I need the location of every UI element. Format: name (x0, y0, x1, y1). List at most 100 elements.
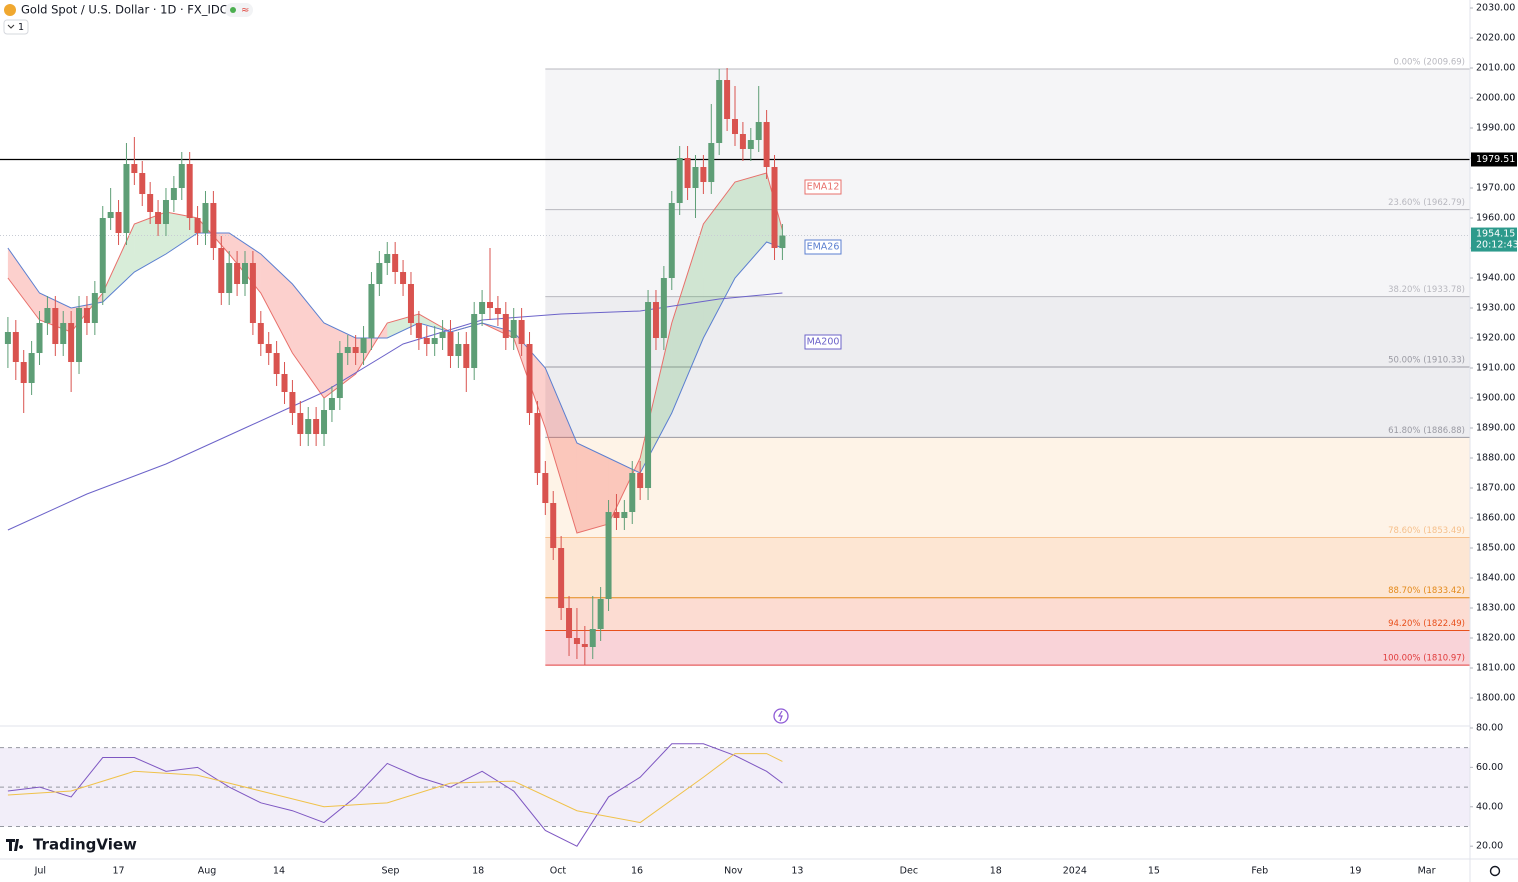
x-tick-label: Feb (1251, 866, 1268, 877)
candle-body (249, 263, 256, 324)
candle-body (28, 353, 35, 384)
price-tag: 1979.51 (1476, 154, 1515, 165)
y-tick-label: 1970.00 (1476, 183, 1515, 194)
fib-zone (545, 296, 1470, 368)
candle-body (439, 332, 446, 339)
candle-body (692, 167, 699, 189)
y-tick-label: 1940.00 (1476, 273, 1515, 284)
candle-body (368, 284, 375, 339)
price-pane: 0.00% (2009.69) 23.60% (1962.79) 38.20% (1… (0, 57, 1470, 666)
candle-body (305, 419, 312, 435)
candle-body (716, 80, 723, 144)
candle-body (83, 308, 90, 324)
fib-zone (545, 597, 1470, 631)
candle-body (605, 512, 612, 600)
candle-body (257, 323, 264, 345)
x-tick-label: Sep (381, 866, 399, 877)
candle-body (20, 362, 27, 384)
x-tick-label: 15 (1148, 866, 1160, 877)
candle-body (447, 332, 454, 357)
y-tick-label: 1900.00 (1476, 393, 1515, 404)
candle-body (415, 323, 422, 339)
symbol-icon (4, 4, 16, 16)
rsi-line (7, 753, 783, 824)
candle-body (747, 140, 754, 150)
y-tick-label: 2020.00 (1476, 33, 1515, 44)
y-tick-label: 1990.00 (1476, 123, 1515, 134)
y-tick-label: 80.00 (1476, 722, 1503, 733)
candle-body (423, 338, 430, 345)
ema-fill (260, 254, 293, 354)
candle-body (526, 344, 533, 414)
x-tick-label: Dec (900, 866, 918, 877)
indicator-tag: EMA26 (807, 242, 840, 253)
x-tick-label: Nov (724, 866, 743, 877)
candle-body (581, 644, 588, 648)
settings-icon[interactable] (1489, 865, 1501, 877)
candle-body (566, 608, 573, 639)
fib-label: 23.60% (1962.79) (1388, 198, 1465, 208)
ema-fill (735, 173, 767, 279)
x-tick-label: 16 (631, 866, 643, 877)
candle-body (162, 200, 169, 225)
indicator-tag: MA200 (807, 337, 840, 348)
candle-body (273, 353, 280, 375)
candle-body (139, 173, 146, 195)
candle-body (76, 308, 83, 363)
indicator-count: 1 (18, 22, 24, 33)
fib-zone (545, 68, 1470, 210)
candle-body (4, 332, 11, 345)
candle-body (336, 353, 343, 399)
candle-body (313, 419, 320, 435)
ema-fill (545, 368, 577, 534)
candle-body (297, 413, 304, 435)
y-tick-label: 1910.00 (1476, 363, 1515, 374)
indicator-tag-box (804, 239, 842, 255)
symbol-title: Gold Spot / U.S. Dollar · 1D · FX_IDC (21, 3, 228, 17)
candle-body (558, 548, 565, 609)
collapse-button[interactable] (3, 19, 29, 35)
x-tick-label: 19 (1349, 866, 1361, 877)
candle-body (645, 302, 652, 489)
candle-body (352, 347, 359, 354)
y-tick-label: 1820.00 (1476, 633, 1515, 644)
indicator-tag-box (804, 334, 842, 350)
y-tick-label: 1960.00 (1476, 213, 1515, 224)
candle-body (455, 344, 462, 357)
candle-body (123, 164, 130, 234)
candle-body (407, 284, 414, 324)
fib-label: 38.20% (1933.78) (1388, 285, 1465, 295)
candle-body (660, 278, 667, 339)
candle-body (431, 338, 438, 345)
candle-body (194, 218, 201, 234)
fib-label: 78.60% (1853.49) (1388, 526, 1465, 536)
candle-body (542, 473, 549, 504)
candle-body (289, 392, 296, 414)
candle-body (392, 254, 399, 273)
y-tick-label: 1860.00 (1476, 513, 1515, 524)
indicator-tag-box (804, 179, 842, 195)
status-dot (230, 7, 236, 13)
last-price-label: 1954.15 (1476, 229, 1515, 240)
x-tick-label: 14 (273, 866, 285, 877)
fib-zone (545, 437, 1470, 538)
candle-body (99, 218, 106, 294)
rsi-pane (0, 743, 1470, 847)
y-tick-label: 1930.00 (1476, 303, 1515, 314)
indicator-tag: EMA12 (807, 182, 840, 193)
y-tick-label: 2010.00 (1476, 63, 1515, 74)
y-tick-label: 60.00 (1476, 762, 1503, 773)
candle-body (242, 263, 248, 285)
fib-label: 0.00% (2009.69) (1394, 57, 1466, 67)
fib-label: 88.70% (1833.42) (1388, 586, 1465, 596)
event-icon[interactable] (773, 708, 789, 724)
candle-body (400, 272, 407, 285)
candle-body (487, 302, 493, 309)
candle-body (637, 473, 644, 489)
candle-body (360, 338, 367, 354)
candle-body (463, 344, 470, 369)
indicator-line (7, 232, 783, 474)
y-tick-label: 1800.00 (1476, 693, 1515, 704)
candle-body (518, 320, 525, 345)
